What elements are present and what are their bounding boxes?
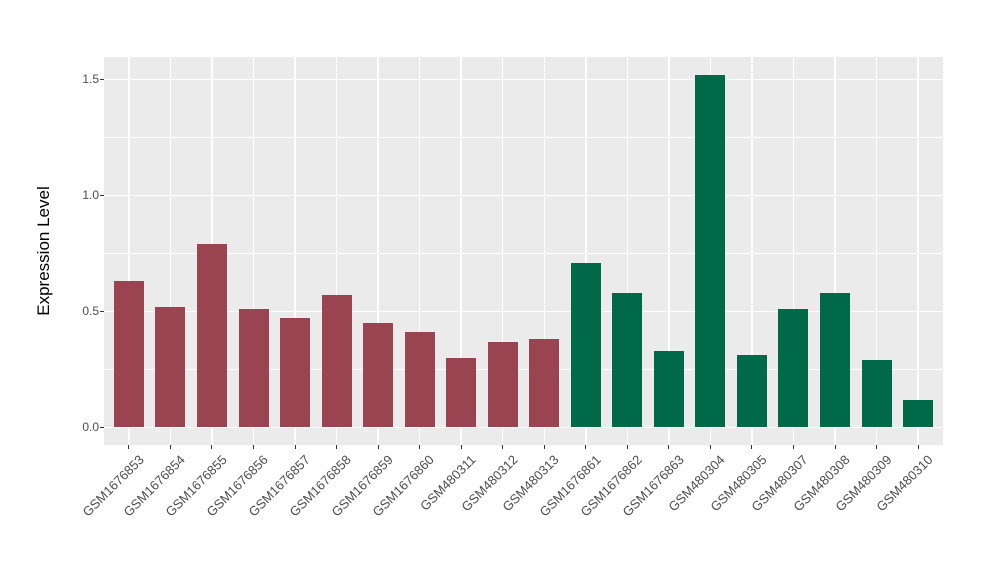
category-gridline bbox=[418, 57, 421, 445]
major-gridline bbox=[104, 194, 943, 197]
bar bbox=[113, 281, 144, 428]
x-axis-tick bbox=[876, 445, 878, 449]
bar bbox=[363, 322, 394, 428]
category-gridline bbox=[917, 57, 919, 445]
bar bbox=[820, 292, 850, 428]
x-axis-tick bbox=[211, 445, 213, 449]
bar bbox=[196, 244, 227, 428]
bar bbox=[404, 332, 435, 428]
y-axis-title: Expression Level bbox=[34, 186, 53, 316]
x-axis-tick bbox=[668, 445, 670, 449]
major-gridline bbox=[104, 78, 943, 81]
y-axis-tick-label: 0.0 bbox=[82, 420, 99, 435]
minor-gridline bbox=[104, 252, 943, 254]
bar bbox=[238, 309, 269, 428]
bar bbox=[487, 341, 518, 428]
major-gridline bbox=[104, 426, 943, 429]
x-axis-tick bbox=[419, 445, 421, 449]
category-gridline bbox=[751, 57, 753, 445]
category-gridline bbox=[626, 57, 629, 445]
x-axis-tick bbox=[543, 445, 545, 449]
bar bbox=[695, 74, 726, 428]
category-gridline bbox=[875, 57, 878, 445]
y-axis-tick-label: 1.5 bbox=[82, 72, 99, 87]
category-gridline bbox=[585, 57, 587, 445]
bar bbox=[612, 292, 643, 428]
bar bbox=[155, 306, 186, 428]
y-axis-tick-label: 0.5 bbox=[82, 304, 99, 319]
x-axis-tick bbox=[917, 445, 919, 449]
category-gridline bbox=[252, 57, 255, 445]
bar bbox=[446, 357, 477, 428]
bar bbox=[778, 309, 809, 428]
x-axis-tick bbox=[377, 445, 379, 449]
bar bbox=[321, 295, 352, 428]
x-axis-tick bbox=[128, 445, 130, 449]
category-gridline bbox=[460, 57, 462, 445]
category-gridline bbox=[543, 57, 546, 445]
plot-panel bbox=[104, 57, 943, 445]
x-axis-tick bbox=[792, 445, 794, 449]
x-axis-tick bbox=[626, 445, 628, 449]
y-axis-tick-label: 1.0 bbox=[82, 188, 99, 203]
category-gridline bbox=[377, 57, 379, 445]
bar bbox=[736, 355, 767, 428]
category-gridline bbox=[668, 57, 670, 445]
x-axis-tick bbox=[709, 445, 711, 449]
category-gridline bbox=[335, 57, 338, 445]
category-gridline bbox=[294, 57, 296, 445]
minor-gridline bbox=[104, 136, 943, 138]
bar bbox=[570, 262, 601, 428]
category-gridline bbox=[501, 57, 504, 445]
bar bbox=[903, 399, 934, 428]
x-axis-tick bbox=[336, 445, 338, 449]
bar bbox=[280, 318, 311, 428]
y-axis-tick bbox=[100, 426, 104, 428]
minor-gridline bbox=[104, 368, 943, 370]
bar bbox=[529, 339, 560, 428]
x-axis-tick bbox=[585, 445, 587, 449]
x-axis-tick bbox=[502, 445, 504, 449]
x-axis-tick bbox=[169, 445, 171, 449]
bar bbox=[861, 360, 892, 428]
y-axis-tick bbox=[100, 194, 104, 196]
category-gridline bbox=[792, 57, 795, 445]
x-axis-tick bbox=[834, 445, 836, 449]
bar bbox=[653, 350, 684, 428]
x-axis-tick bbox=[253, 445, 255, 449]
category-gridline bbox=[169, 57, 172, 445]
x-axis-tick bbox=[460, 445, 462, 449]
y-axis-tick bbox=[100, 310, 104, 312]
x-axis-tick bbox=[751, 445, 753, 449]
x-axis-tick bbox=[294, 445, 296, 449]
y-axis-tick bbox=[100, 78, 104, 80]
category-gridline bbox=[128, 57, 130, 445]
major-gridline bbox=[104, 310, 943, 313]
category-gridline bbox=[834, 57, 836, 445]
